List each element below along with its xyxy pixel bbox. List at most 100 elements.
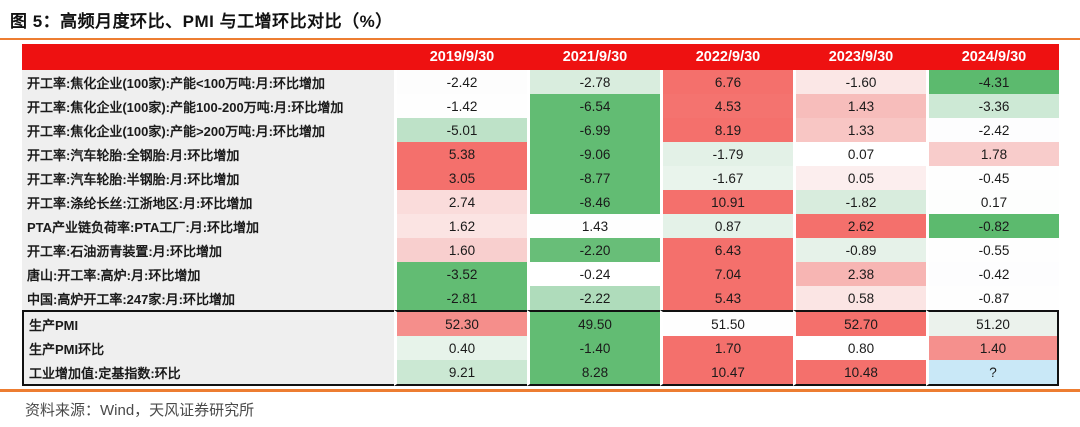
value-cell: -3.36 <box>926 94 1059 118</box>
value-cell: 2.74 <box>394 190 527 214</box>
table-row: 开工率:焦化企业(100家):产能>200万吨:月:环比增加 -5.01 -6.99… <box>22 118 1059 142</box>
value-cell: 5.38 <box>394 142 527 166</box>
value-cell: -0.45 <box>926 166 1059 190</box>
table-row: PTA产业链负荷率:PTA工厂:月:环比增加 1.62 1.43 0.87 2.62 -0… <box>22 214 1059 238</box>
value-cell: 3.05 <box>394 166 527 190</box>
table-header: 2019/9/30 2021/9/30 2022/9/30 2023/9/30 2024… <box>22 44 1059 70</box>
row-label: 开工率:焦化企业(100家):产能100-200万吨:月:环比增加 <box>22 94 394 118</box>
value-cell: -2.20 <box>527 238 660 262</box>
value-cell: -2.22 <box>527 286 660 310</box>
value-cell: 1.62 <box>394 214 527 238</box>
value-cell: -2.42 <box>394 70 527 94</box>
value-cell: -6.99 <box>527 118 660 142</box>
table-body: 开工率:焦化企业(100家):产能<100万吨:月:环比增加 -2.42 -2.78… <box>22 70 1059 310</box>
table-row: 开工率:石油沥青装置:月:环比增加 1.60 -2.20 6.43 -0.89 -0.55 <box>22 238 1059 262</box>
table-row: 生产PMI环比 0.40 -1.40 1.70 0.80 1.40 <box>22 336 1059 360</box>
value-cell: 1.43 <box>793 94 926 118</box>
value-cell: 0.17 <box>926 190 1059 214</box>
value-cell: -2.78 <box>527 70 660 94</box>
value-cell: -1.42 <box>394 94 527 118</box>
row-label: 唐山:开工率:高炉:月:环比增加 <box>22 262 394 286</box>
row-label: 开工率:焦化企业(100家):产能>200万吨:月:环比增加 <box>22 118 394 142</box>
column-header-date: 2021/9/30 <box>527 44 660 70</box>
value-cell: -9.06 <box>527 142 660 166</box>
value-cell: 1.40 <box>926 336 1059 360</box>
table-row: 开工率:焦化企业(100家):产能100-200万吨:月:环比增加 -1.42 -6… <box>22 94 1059 118</box>
row-label: 开工率:涤纶长丝:江浙地区:月:环比增加 <box>22 190 394 214</box>
value-cell: 1.78 <box>926 142 1059 166</box>
title-divider <box>0 38 1080 40</box>
value-cell: ? <box>926 360 1059 386</box>
table-row: 开工率:涤纶长丝:江浙地区:月:环比增加 2.74 -8.46 10.91 -1.82 0… <box>22 190 1059 214</box>
source-note: 资料来源：Wind，天风证券研究所 <box>25 402 255 419</box>
value-cell: -1.79 <box>660 142 793 166</box>
table-row: 工业增加值:定基指数:环比 9.21 8.28 10.47 10.48? <box>22 360 1059 386</box>
value-cell: 8.19 <box>660 118 793 142</box>
figure-title: 图 5：高频月度环比、PMI 与工增环比对比（%） <box>10 12 393 31</box>
value-cell: 0.40 <box>394 336 527 360</box>
row-label: 开工率:汽车轮胎:半钢胎:月:环比增加 <box>22 166 394 190</box>
value-cell: 9.21 <box>394 360 527 386</box>
value-cell: 1.43 <box>527 214 660 238</box>
value-cell: 7.04 <box>660 262 793 286</box>
row-label: 生产PMI <box>22 310 394 336</box>
column-header-date: 2023/9/30 <box>793 44 926 70</box>
figure-bottom-divider <box>0 389 1080 392</box>
value-cell: -0.87 <box>926 286 1059 310</box>
value-cell: -0.24 <box>527 262 660 286</box>
value-cell: 0.07 <box>793 142 926 166</box>
row-label: 中国:高炉开工率:247家:月:环比增加 <box>22 286 394 310</box>
value-cell: -6.54 <box>527 94 660 118</box>
table-row: 生产PMI 52.30 49.50 51.50 52.70 51.20 <box>22 310 1059 336</box>
value-cell: 4.53 <box>660 94 793 118</box>
value-cell: 5.43 <box>660 286 793 310</box>
value-cell: -8.46 <box>527 190 660 214</box>
value-cell: 49.50 <box>527 310 660 336</box>
value-cell: -0.42 <box>926 262 1059 286</box>
table-row: 开工率:焦化企业(100家):产能<100万吨:月:环比增加 -2.42 -2.78… <box>22 70 1059 94</box>
value-cell: -8.77 <box>527 166 660 190</box>
row-label: 工业增加值:定基指数:环比 <box>22 360 394 386</box>
value-cell: 10.48 <box>793 360 926 386</box>
value-cell: 6.76 <box>660 70 793 94</box>
value-cell: 10.47 <box>660 360 793 386</box>
value-cell: 1.60 <box>394 238 527 262</box>
row-label: 开工率:石油沥青装置:月:环比增加 <box>22 238 394 262</box>
value-cell: 0.05 <box>793 166 926 190</box>
value-cell: 0.80 <box>793 336 926 360</box>
value-cell: -1.67 <box>660 166 793 190</box>
value-cell: -1.60 <box>793 70 926 94</box>
value-cell: 52.70 <box>793 310 926 336</box>
header-row: 2019/9/30 2021/9/30 2022/9/30 2023/9/30 2024… <box>22 44 1059 70</box>
value-cell: -2.81 <box>394 286 527 310</box>
value-cell: -4.31 <box>926 70 1059 94</box>
value-cell: -1.40 <box>527 336 660 360</box>
value-cell: 0.87 <box>660 214 793 238</box>
pmi-summary-body: 生产PMI 52.30 49.50 51.50 52.70 51.20 生产PMI环比 0.4… <box>22 310 1059 386</box>
table-row: 开工率:汽车轮胎:全钢胎:月:环比增加 5.38 -9.06 -1.79 0.07 1.7… <box>22 142 1059 166</box>
value-cell: -3.52 <box>394 262 527 286</box>
row-label: 开工率:汽车轮胎:全钢胎:月:环比增加 <box>22 142 394 166</box>
heatmap-table: 2019/9/30 2021/9/30 2022/9/30 2023/9/30 2024… <box>22 44 1059 386</box>
table-row: 开工率:汽车轮胎:半钢胎:月:环比增加 3.05 -8.77 -1.67 0.05 -0.… <box>22 166 1059 190</box>
row-label: 生产PMI环比 <box>22 336 394 360</box>
table-row: 中国:高炉开工率:247家:月:环比增加 -2.81 -2.22 5.43 0.58 -0… <box>22 286 1059 310</box>
value-cell: 2.62 <box>793 214 926 238</box>
value-cell: 10.91 <box>660 190 793 214</box>
value-cell: -0.55 <box>926 238 1059 262</box>
value-cell: -1.82 <box>793 190 926 214</box>
value-cell: 8.28 <box>527 360 660 386</box>
value-cell: 2.38 <box>793 262 926 286</box>
column-header-date: 2024/9/30 <box>926 44 1059 70</box>
value-cell: 51.50 <box>660 310 793 336</box>
column-header-date: 2019/9/30 <box>394 44 527 70</box>
value-cell: -2.42 <box>926 118 1059 142</box>
value-cell: -5.01 <box>394 118 527 142</box>
table-row: 唐山:开工率:高炉:月:环比增加 -3.52 -0.24 7.04 2.38 -0.42 <box>22 262 1059 286</box>
column-header-date: 2022/9/30 <box>660 44 793 70</box>
value-cell: 0.58 <box>793 286 926 310</box>
value-cell: 1.33 <box>793 118 926 142</box>
value-cell: 51.20 <box>926 310 1059 336</box>
value-cell: -0.82 <box>926 214 1059 238</box>
